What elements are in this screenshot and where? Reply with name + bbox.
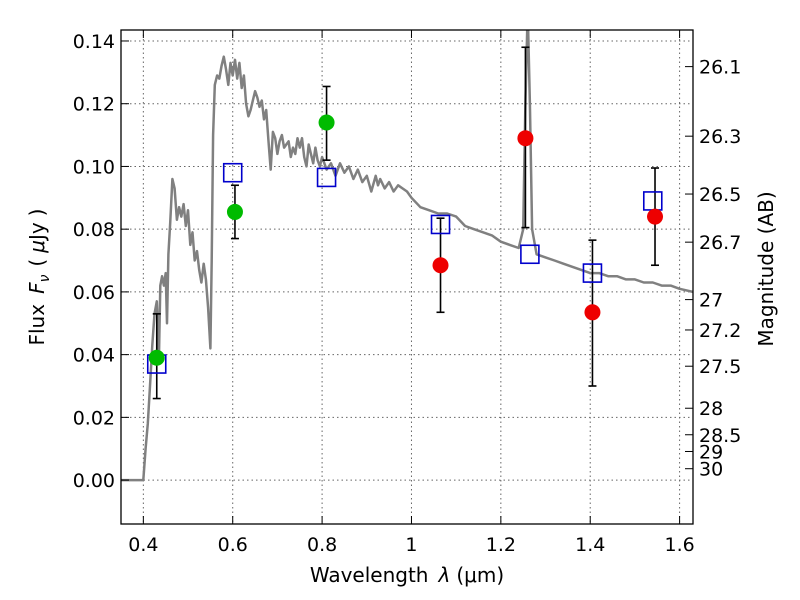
magnitude-tick-label: 27 xyxy=(699,290,723,312)
y-tick-label: 0.00 xyxy=(73,470,115,492)
x-tick-label: 1 xyxy=(405,534,417,556)
nondetection-point xyxy=(647,208,664,225)
y-tick-label: 0.02 xyxy=(73,407,115,429)
model-photometry-square xyxy=(316,167,337,188)
model-photometry-square xyxy=(642,191,663,211)
magnitude-tick-label: 29 xyxy=(699,441,723,463)
y-tick-label: 0.14 xyxy=(73,31,115,53)
magnitude-tick-label: 30 xyxy=(699,459,723,481)
y-axis-label: FluxFν(μJy) xyxy=(25,208,53,345)
detection-point xyxy=(226,203,243,220)
plot-frame xyxy=(120,29,694,525)
y-tick-label: 0.06 xyxy=(73,282,115,304)
model-photometry-square xyxy=(222,162,243,183)
nondetection-point xyxy=(517,130,534,147)
model-photometry-square xyxy=(430,214,451,235)
magnitude-axis-label: Magnitude (AB) xyxy=(754,191,778,346)
x-tick-label: 0.6 xyxy=(218,534,248,556)
x-tick-label: 1.2 xyxy=(486,534,516,556)
model-photometry-square xyxy=(582,263,603,283)
grid xyxy=(121,30,693,524)
y-tick-label: 0.12 xyxy=(73,94,115,116)
model-sed-line-group xyxy=(121,30,693,482)
magnitude-tick-label: 26.5 xyxy=(699,184,741,206)
x-tick-label: 1.6 xyxy=(664,534,694,556)
axis-ticks: 0.4 0.6 0.8 1 1.2 1.4 1.6 0.00 0.02 0.04 0.06 0.08 0… xyxy=(73,30,741,556)
magnitude-tick-label: 26.7 xyxy=(699,232,741,254)
magnitude-tick-label: 27.2 xyxy=(699,320,741,342)
magnitude-tick-label: 27.5 xyxy=(699,356,741,378)
x-tick-label: 1.4 xyxy=(575,534,605,556)
detection-point xyxy=(148,349,165,366)
magnitude-tick-label: 26.1 xyxy=(699,57,741,79)
x-tick-label: 0.4 xyxy=(128,534,158,556)
nondetection-point xyxy=(432,257,449,274)
detection-point xyxy=(318,114,335,131)
model-photometry-square xyxy=(520,244,540,265)
markers xyxy=(146,114,664,374)
model-sed-line xyxy=(121,30,693,482)
x-tick-label: 0.8 xyxy=(307,534,337,556)
magnitude-tick-label: 28.5 xyxy=(699,425,741,447)
y-tick-label: 0.08 xyxy=(73,219,115,241)
y-tick-label: 0.04 xyxy=(73,345,115,367)
nondetection-point xyxy=(584,304,601,321)
magnitude-tick-label: 28 xyxy=(699,398,723,420)
x-axis-label: Wavelength λ (μm) xyxy=(310,563,504,587)
y-tick-label: 0.10 xyxy=(73,156,115,178)
magnitude-tick-label: 26.3 xyxy=(699,126,741,148)
errorbars xyxy=(152,46,660,400)
